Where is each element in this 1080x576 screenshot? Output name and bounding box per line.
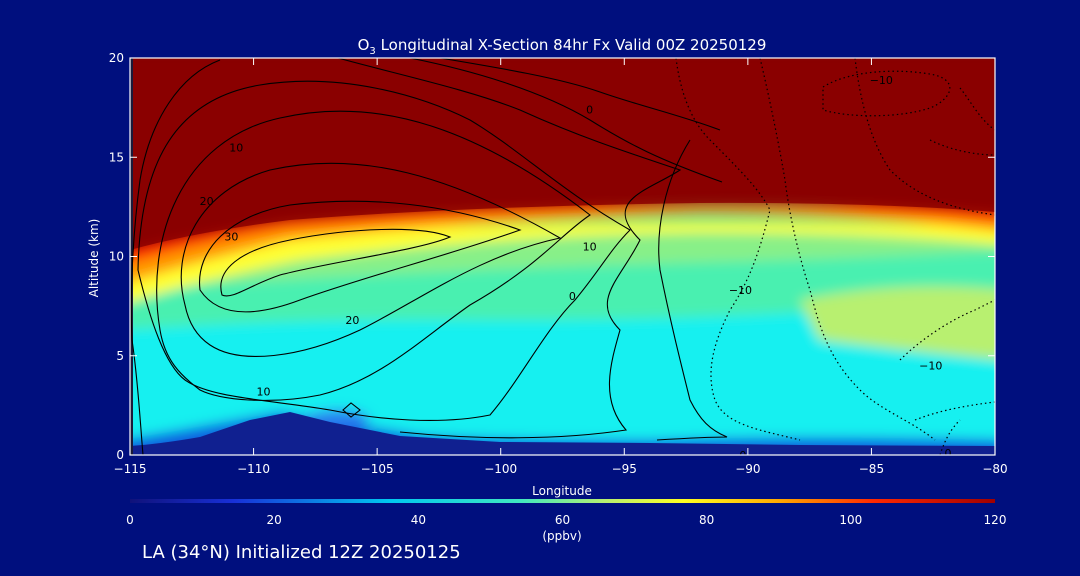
colorbar-tick-label: 20 (267, 513, 282, 527)
title-rest: Longitudinal X-Section 84hr Fx Valid 00Z… (376, 36, 767, 54)
contour-label: 20 (200, 195, 214, 208)
x-tick-label: −90 (735, 462, 760, 476)
x-tick-label: −85 (859, 462, 884, 476)
title-prefix: O (358, 36, 370, 54)
colorbar-tick-label: 100 (839, 513, 862, 527)
colorbar-tick-label: 120 (984, 513, 1007, 527)
y-tick-label: 10 (109, 250, 124, 264)
colorbar (130, 499, 995, 503)
x-axis: −115 −110 −105 −100 −95 −90 −85 −80 (114, 58, 1008, 476)
contour-label: 0 (739, 449, 746, 462)
contour-label: 10 (256, 385, 270, 398)
x-tick-label: −115 (114, 462, 147, 476)
plot-area: 30 20 10 20 10 10 0 0 −10 −10 −10 0 0 (130, 58, 995, 462)
terrain (130, 412, 995, 455)
contour-label: 0 (945, 447, 952, 460)
colorbar-tick-label: 0 (126, 513, 134, 527)
contour-label: −10 (870, 74, 893, 87)
positive-ozone-contours (130, 58, 728, 455)
y-tick-label: 5 (116, 349, 124, 363)
y-tick-label: 20 (109, 51, 124, 65)
x-tick-label: −105 (361, 462, 394, 476)
x-tick-label: −110 (237, 462, 270, 476)
colorbar-tick-label: 60 (555, 513, 570, 527)
x-tick-label: −100 (484, 462, 517, 476)
initialization-footer: LA (34°N) Initialized 12Z 20250125 (142, 542, 461, 563)
colorbar-unit-label: (ppbv) (542, 529, 581, 543)
title-subscript: 3 (369, 46, 375, 57)
contour-label: 0 (586, 104, 593, 117)
colorbar-tick-label: 40 (411, 513, 426, 527)
contour-label: 10 (583, 241, 597, 254)
x-tick-label: −80 (982, 462, 1007, 476)
x-tick-label: −95 (612, 462, 637, 476)
contour-label: 10 (229, 141, 243, 154)
contour-labels: 30 20 10 20 10 10 0 0 −10 −10 −10 0 0 (200, 74, 952, 462)
contour-label: −10 (729, 284, 752, 297)
y-tick-label: 15 (109, 150, 124, 164)
negative-ozone-contours (675, 58, 995, 455)
x-axis-label: Longitude (532, 484, 592, 498)
contour-label: 20 (345, 314, 359, 327)
stratosphere-region (130, 58, 995, 250)
contour-label: 0 (569, 290, 576, 303)
y-axis-label: Altitude (km) (87, 219, 101, 298)
colorbar-tick-label: 80 (699, 513, 714, 527)
y-axis: 0 5 10 15 20 (109, 51, 995, 462)
colorbar-ticks: 0 20 40 60 80 100 120 (126, 513, 1006, 527)
chart-title: O3 Longitudinal X-Section 84hr Fx Valid … (358, 36, 767, 57)
y-tick-label: 0 (116, 448, 124, 462)
contour-label: 30 (224, 231, 238, 244)
contour-label: −10 (919, 360, 942, 373)
